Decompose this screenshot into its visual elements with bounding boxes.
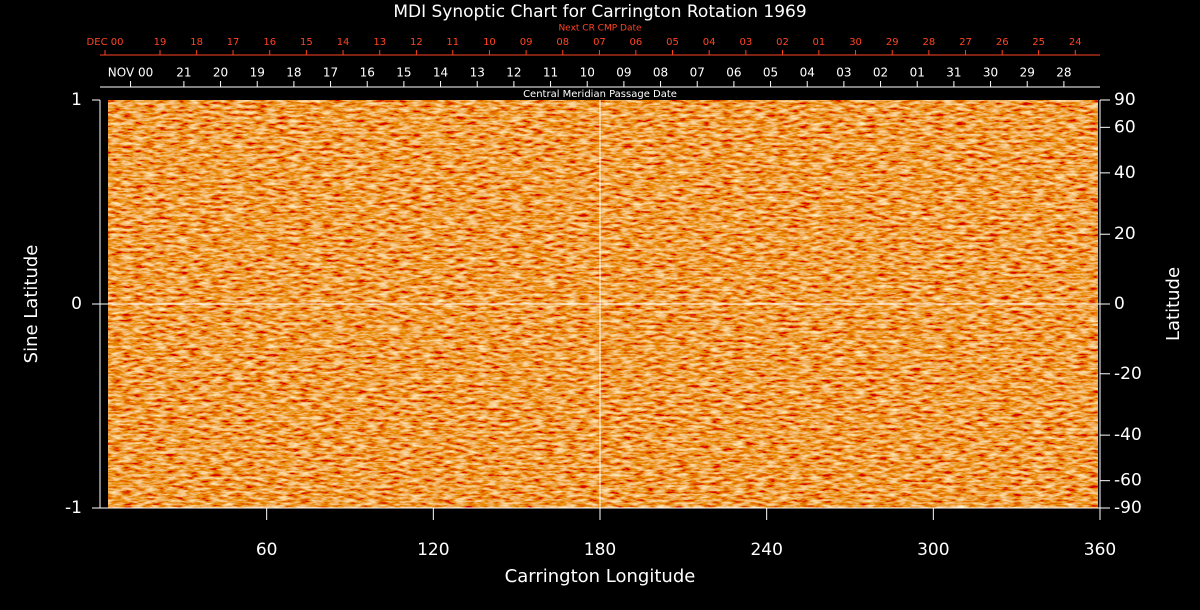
x3-tick-label: 19 — [154, 37, 167, 48]
x2-tick-label: 18 — [286, 66, 301, 80]
x2-tick-label: 19 — [250, 66, 265, 80]
x3-tick-label: 06 — [629, 37, 642, 48]
x-tick-label: 60 — [256, 540, 278, 560]
x3-tick-label: 09 — [520, 37, 533, 48]
x3-tick-label: DEC 00 — [87, 37, 124, 48]
x-tick-label: 180 — [584, 540, 616, 560]
x-tick-label: 120 — [417, 540, 449, 560]
x-tick-label: 300 — [917, 540, 949, 560]
y2-tick-label: 0 — [1114, 294, 1125, 314]
x2-tick-label: NOV 00 — [108, 66, 154, 80]
x3-tick-label: 02 — [776, 37, 789, 48]
y2-tick-label: 60 — [1114, 117, 1136, 137]
x2-tick-label: 04 — [800, 66, 815, 80]
x3-tick-label: 08 — [556, 37, 569, 48]
x3-tick-label: 29 — [886, 37, 899, 48]
x3-tick-label: 11 — [446, 37, 459, 48]
x2-tick-label: 11 — [543, 66, 558, 80]
x2-tick-label: 05 — [763, 66, 778, 80]
x2-tick-label: 09 — [616, 66, 631, 80]
x3-tick-label: 03 — [739, 37, 752, 48]
x2-tick-label: 12 — [506, 66, 521, 80]
y-tick-label: -1 — [65, 498, 82, 518]
x3-tick-label: 28 — [923, 37, 936, 48]
x-tick-label: 240 — [750, 540, 782, 560]
x-axis-label: Carrington Longitude — [505, 566, 696, 587]
x3-tick-label: 12 — [410, 37, 423, 48]
x2-tick-label: 07 — [690, 66, 705, 80]
x2-tick-label: 30 — [983, 66, 998, 80]
x3-tick-label: 05 — [666, 37, 679, 48]
y2-tick-label: -20 — [1114, 364, 1142, 384]
x3-tick-label: 27 — [959, 37, 972, 48]
x3-tick-label: 30 — [849, 37, 862, 48]
x2-tick-label: 16 — [360, 66, 375, 80]
x3-tick-label: 15 — [300, 37, 313, 48]
x-tick-label: 360 — [1084, 540, 1116, 560]
x3-tick-label: 14 — [337, 37, 350, 48]
x2-tick-label: 08 — [653, 66, 668, 80]
x3-tick-label: 18 — [190, 37, 203, 48]
x3-tick-label: 13 — [373, 37, 386, 48]
y2-tick-label: 90 — [1114, 90, 1136, 110]
x3-tick-label: 07 — [593, 37, 606, 48]
x2-tick-label: 15 — [396, 66, 411, 80]
x2-axis-label: Central Meridian Passage Date — [523, 89, 677, 100]
x2-tick-label: 28 — [1056, 66, 1071, 80]
x2-tick-label: 06 — [726, 66, 741, 80]
y-axis-label: Sine Latitude — [21, 245, 42, 364]
y2-tick-label: -60 — [1114, 471, 1142, 491]
x2-tick-label: 17 — [323, 66, 338, 80]
x2-tick-label: 31 — [946, 66, 961, 80]
y-tick-label: 0 — [71, 294, 82, 314]
x3-tick-label: 24 — [1069, 37, 1082, 48]
x2-tick-label: 03 — [836, 66, 851, 80]
x2-tick-label: 13 — [470, 66, 485, 80]
x2-tick-label: 21 — [176, 66, 191, 80]
x2-tick-label: 14 — [433, 66, 448, 80]
chart-title: MDI Synoptic Chart for Carrington Rotati… — [393, 2, 806, 22]
y2-axis-label: Latitude — [1163, 267, 1184, 341]
x3-tick-label: 26 — [996, 37, 1009, 48]
x2-tick-label: 10 — [580, 66, 595, 80]
y2-tick-label: 40 — [1114, 163, 1136, 183]
x3-tick-label: 10 — [483, 37, 496, 48]
y2-tick-label: -40 — [1114, 425, 1142, 445]
x3-tick-label: 16 — [263, 37, 276, 48]
x2-tick-label: 02 — [873, 66, 888, 80]
x3-tick-label: 04 — [703, 37, 716, 48]
x3-tick-label: 01 — [813, 37, 826, 48]
y-tick-label: 1 — [71, 90, 82, 110]
x3-tick-label: 17 — [227, 37, 240, 48]
x3-tick-label: 25 — [1032, 37, 1045, 48]
y2-tick-label: -90 — [1114, 498, 1142, 518]
x2-tick-label: 20 — [213, 66, 228, 80]
x2-tick-label: 01 — [910, 66, 925, 80]
y2-tick-label: 20 — [1114, 224, 1136, 244]
x3-axis-label: Next CR CMP Date — [558, 24, 642, 34]
x2-tick-label: 29 — [1020, 66, 1035, 80]
